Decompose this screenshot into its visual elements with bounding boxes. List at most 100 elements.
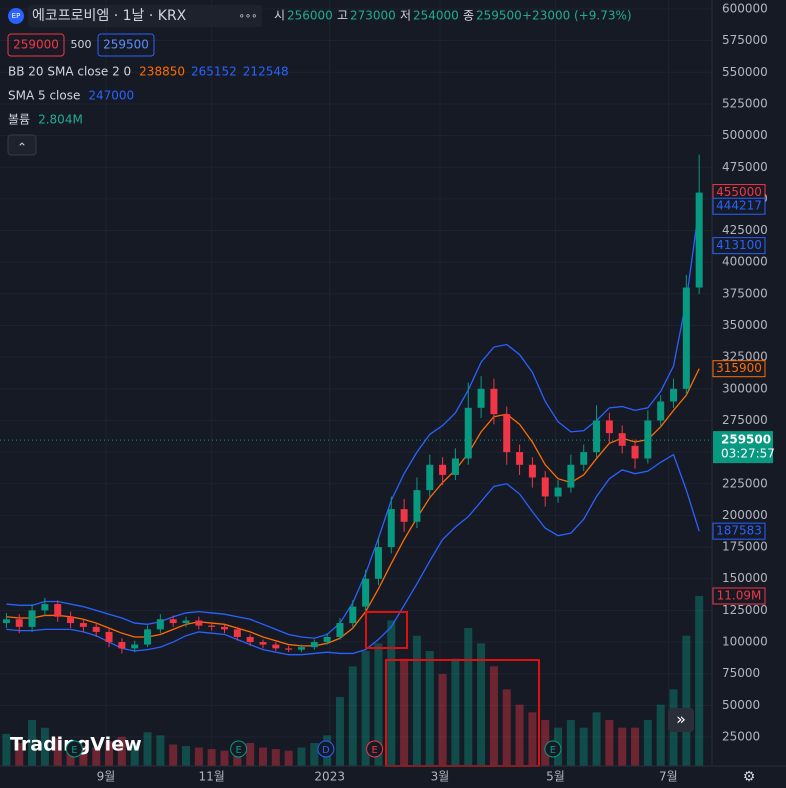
candle-body (54, 604, 62, 617)
buy-price[interactable]: 259500 (103, 38, 149, 52)
candle-body (105, 631, 113, 643)
candle-body (451, 458, 459, 475)
event-marker[interactable] (544, 740, 562, 758)
volume-bar (271, 749, 280, 766)
event-marker[interactable] (366, 740, 384, 758)
candle-body (439, 464, 447, 475)
volume-bar (246, 743, 255, 766)
volume-bar (79, 746, 88, 766)
volume-bar (92, 747, 101, 766)
volume-tag (712, 587, 766, 605)
volume-bar (105, 741, 114, 766)
y-tick-label: 225000 (722, 476, 768, 490)
volume-bar (451, 658, 460, 766)
x-tick-label: 3월 (431, 770, 450, 784)
indicator-value: 2.804M (38, 113, 83, 127)
price-tag (712, 360, 766, 378)
sell-price[interactable]: 259000 (13, 38, 59, 52)
last-price-tag (713, 431, 773, 464)
x-tick-label: 9월 (97, 770, 116, 784)
candle-body (670, 388, 678, 402)
nav-button[interactable] (668, 708, 694, 732)
collapse-button[interactable] (7, 134, 37, 156)
candle-body (182, 620, 190, 624)
candle-body (41, 604, 49, 611)
symbol-box[interactable] (28, 5, 262, 27)
event-label[interactable]: E (71, 745, 77, 756)
price-tag-label: 444217 (716, 199, 762, 213)
event-marker[interactable] (317, 740, 335, 758)
collapse-icon[interactable]: ⌃ (17, 141, 27, 155)
y-tick-label: 300000 (722, 381, 768, 395)
candle-body (477, 388, 485, 408)
volume-bar (117, 736, 126, 766)
sell-button[interactable] (7, 33, 65, 57)
candle-body (580, 452, 588, 465)
event-label[interactable]: E (235, 745, 241, 756)
volume-bar (335, 697, 344, 766)
price-tag (712, 197, 766, 215)
candle-body (156, 619, 164, 630)
ohlc-label: 고 (337, 9, 348, 23)
volume-bar (143, 732, 152, 766)
candle-body (323, 636, 331, 643)
candle-body (2, 619, 10, 624)
nav-icon[interactable]: » (676, 710, 686, 729)
candle-body (426, 464, 434, 491)
event-label[interactable]: D (322, 745, 330, 756)
event-label[interactable]: E (371, 745, 377, 756)
volume-bar (258, 747, 267, 766)
y-tick-label: 100000 (722, 635, 768, 649)
event-marker[interactable] (65, 740, 83, 758)
volume-bar (361, 651, 370, 766)
price-tag-label: 455000 (716, 185, 762, 199)
candle-body (567, 464, 575, 488)
ohlc-label: 저 (400, 9, 411, 23)
candle-body (336, 623, 344, 637)
candle-body (67, 616, 75, 624)
indicator-name: 볼륨 (8, 113, 30, 127)
volume-bar (425, 651, 434, 766)
more-button[interactable]: ∘∘∘ (239, 11, 258, 22)
price-tag-label: 187583 (716, 524, 762, 538)
event-label[interactable]: E (550, 745, 556, 756)
ohlc-value: 273000 (350, 9, 396, 23)
last-price-time: 03:27:57 (721, 447, 775, 461)
ohlc-value: 259500 (476, 9, 522, 23)
volume-bar (169, 744, 178, 766)
event-marker[interactable] (230, 740, 248, 758)
candle-body (400, 509, 408, 522)
volume-bar (374, 643, 383, 766)
symbol[interactable]: 에코프로비엠 · 1날 · KRX (32, 8, 187, 24)
candle-body (233, 629, 241, 637)
price-tag-label: 413100 (716, 238, 762, 252)
volume-bar (631, 727, 640, 766)
volume-bar (348, 666, 357, 766)
candle-body (195, 620, 203, 626)
y-tick-label: 275000 (722, 413, 768, 427)
volume-bar (515, 704, 524, 766)
volume-bar (528, 712, 537, 766)
candle-body (259, 642, 267, 645)
candle-body (221, 626, 229, 630)
quantity[interactable]: 500 (71, 38, 92, 51)
header: EP 에코프로비엠 · 1날 · KRX ∘∘∘ 259000 500 2595… (7, 5, 756, 785)
candle-body (605, 420, 613, 434)
candle-body (695, 192, 703, 288)
volume-bar (618, 727, 627, 766)
last-price-label: 259500 (721, 433, 771, 447)
y-tick-label: 525000 (722, 96, 768, 110)
logo-text: EP (12, 12, 21, 20)
volume-bar (695, 596, 704, 766)
y-tick-label: 500000 (722, 128, 768, 142)
volume-bar (400, 658, 409, 766)
y-tick-label: 125000 (722, 603, 768, 617)
candle-body (169, 619, 177, 624)
volume-bar (156, 735, 165, 766)
buy-button[interactable] (97, 33, 155, 57)
candle-body (28, 610, 36, 627)
settings[interactable]: ⚙ (743, 769, 756, 785)
price-tag (712, 237, 766, 255)
x-tick-label: 11월 (199, 770, 225, 784)
